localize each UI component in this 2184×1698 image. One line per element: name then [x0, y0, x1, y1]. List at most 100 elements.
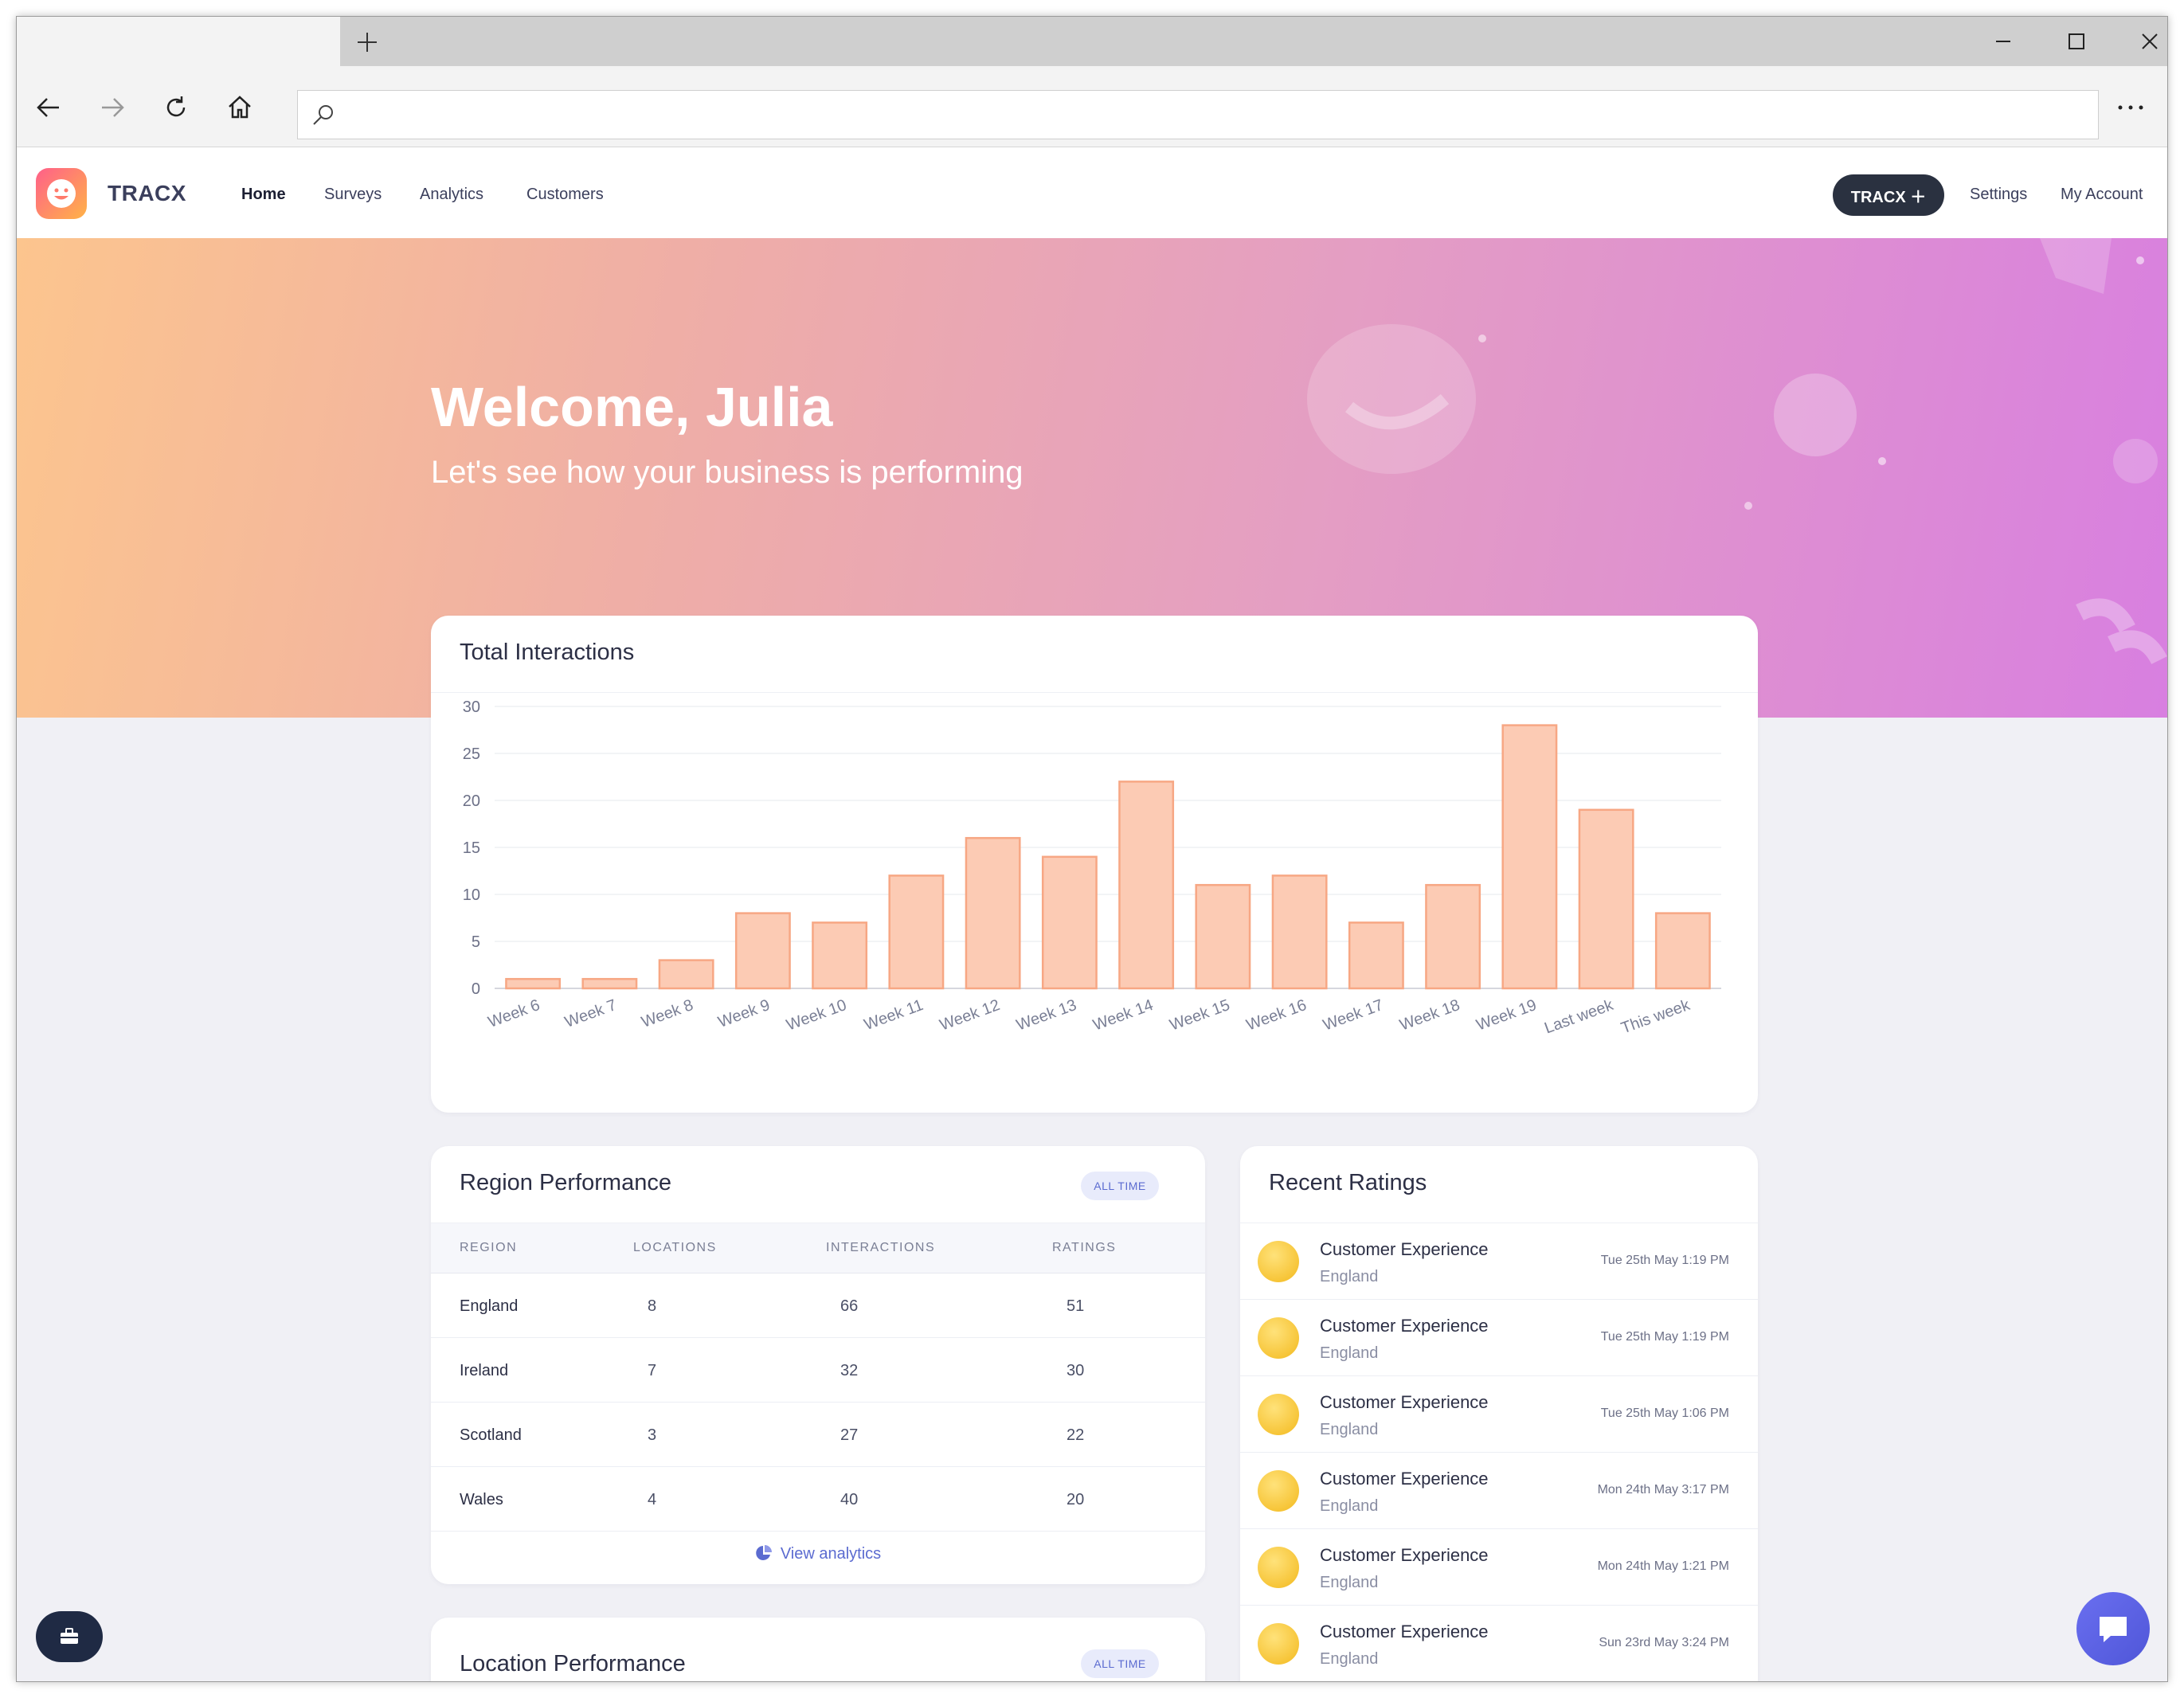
cell-interactions: 27 — [840, 1426, 859, 1444]
cell-interactions: 40 — [840, 1491, 859, 1508]
nav-surveys[interactable]: Surveys — [324, 186, 382, 203]
y-tick-label: 30 — [463, 698, 480, 716]
more-menu-button[interactable] — [2108, 85, 2153, 130]
rating-item[interactable]: Customer Experience England Sun 23rd May… — [1240, 1606, 1758, 1681]
x-tick-label: Week 14 — [1090, 996, 1155, 1035]
plus-icon — [358, 33, 377, 52]
cell-locations: 4 — [648, 1491, 657, 1508]
x-tick-label: Week 12 — [937, 996, 1002, 1035]
card-title: Total Interactions — [460, 640, 635, 665]
brand-name[interactable]: TRACX — [108, 181, 186, 205]
nav-settings[interactable]: Settings — [1970, 186, 2028, 203]
rating-item[interactable]: Customer Experience England Tue 25th May… — [1240, 1376, 1758, 1453]
nav-customers[interactable]: Customers — [526, 186, 604, 203]
table-row[interactable]: England 8 66 51 — [431, 1274, 1205, 1338]
rating-item[interactable]: Customer Experience England Tue 25th May… — [1240, 1300, 1758, 1376]
column-header[interactable]: INTERACTIONS — [826, 1241, 936, 1254]
time-range-badge[interactable]: ALL TIME — [1081, 1649, 1159, 1678]
refresh-button[interactable] — [154, 85, 198, 130]
recent-ratings-card: Recent Ratings Customer Experience Engla… — [1240, 1146, 1758, 1681]
bar — [1118, 781, 1175, 990]
rating-time: Sun 23rd May 3:24 PM — [1599, 1636, 1729, 1649]
chat-support-button[interactable] — [2076, 1592, 2150, 1665]
x-tick-label: Week 17 — [1321, 996, 1385, 1035]
refresh-icon — [166, 96, 186, 117]
x-tick-label: Week 9 — [716, 996, 773, 1031]
more-dots-icon — [2118, 105, 2143, 110]
bar — [1578, 808, 1634, 990]
tracx-add-button[interactable]: TRACX ＋ — [1833, 174, 1944, 216]
decorative-dot — [1744, 502, 1752, 510]
total-interactions-card: Total Interactions 0 5 10 15 20 25 30 Week 6 Wee… — [431, 616, 1758, 1113]
view-analytics-label: View analytics — [780, 1545, 882, 1563]
table-row[interactable]: Ireland 7 32 30 — [431, 1338, 1205, 1403]
nav-my-account[interactable]: My Account — [2061, 186, 2143, 203]
browser-window: TRACX Home Surveys Analytics Customers T… — [16, 16, 2168, 1682]
arrow-right-icon — [102, 98, 124, 117]
rating-item[interactable]: Customer Experience England Mon 24th May… — [1240, 1453, 1758, 1529]
time-range-badge[interactable]: ALL TIME — [1081, 1172, 1159, 1200]
bar — [1425, 883, 1481, 990]
tracx-logo[interactable] — [36, 168, 87, 219]
happy-face-icon — [1258, 1547, 1299, 1588]
x-tick-label: This week — [1618, 996, 1693, 1038]
arrow-left-icon — [37, 98, 59, 117]
column-header[interactable]: REGION — [460, 1241, 518, 1254]
welcome-title: Welcome, Julia — [431, 376, 833, 438]
y-tick-label: 25 — [463, 745, 480, 763]
bar — [1501, 724, 1558, 990]
rating-item[interactable]: Customer Experience England Mon 24th May… — [1240, 1529, 1758, 1606]
forward-button[interactable] — [90, 85, 135, 130]
x-tick-label: Week 19 — [1474, 996, 1539, 1035]
column-header[interactable]: RATINGS — [1052, 1241, 1117, 1254]
decorative-laughing-face-icon — [1307, 324, 1486, 474]
new-tab-button[interactable] — [350, 25, 385, 60]
minimize-button[interactable] — [1967, 17, 2040, 66]
browser-tab[interactable] — [17, 17, 340, 66]
table-row[interactable]: Wales 4 40 20 — [431, 1467, 1205, 1532]
column-header[interactable]: LOCATIONS — [633, 1241, 717, 1254]
rating-time: Tue 25th May 1:19 PM — [1600, 1330, 1729, 1344]
tab-strip — [17, 17, 2167, 66]
minimize-icon — [1996, 41, 2010, 42]
back-button[interactable] — [26, 85, 71, 130]
rating-location: England — [1320, 1421, 1379, 1438]
bar — [965, 836, 1021, 990]
address-bar[interactable] — [297, 90, 2099, 139]
x-tick-label: Week 11 — [862, 996, 926, 1034]
toolbox-button[interactable] — [36, 1611, 103, 1662]
nav-home[interactable]: Home — [241, 186, 286, 203]
view-analytics-link[interactable]: View analytics — [431, 1544, 1205, 1563]
bar — [1654, 912, 1711, 990]
bar — [505, 977, 562, 990]
rating-location: England — [1320, 1650, 1379, 1668]
bar — [812, 921, 868, 990]
rating-location: England — [1320, 1268, 1379, 1285]
cell-interactions: 32 — [840, 1362, 859, 1379]
interactions-bar-chart: 0 5 10 15 20 25 30 Week 6 Week 7 Week 8 Week 9 Week… — [463, 698, 1721, 1038]
nav-analytics[interactable]: Analytics — [420, 186, 484, 203]
bar — [1348, 921, 1404, 990]
card-title: Location Performance — [460, 1651, 686, 1676]
decorative-pin-icon — [2040, 238, 2144, 294]
x-tick-label: Week 10 — [784, 996, 848, 1035]
rating-title: Customer Experience — [1320, 1622, 1489, 1641]
x-tick-label: Week 15 — [1168, 996, 1232, 1035]
y-tick-label: 0 — [472, 980, 480, 998]
rating-location: England — [1320, 1497, 1379, 1515]
rating-location: England — [1320, 1574, 1379, 1591]
maximize-button[interactable] — [2040, 17, 2113, 66]
x-tick-label: Week 16 — [1244, 996, 1309, 1035]
table-row[interactable]: Scotland 3 27 22 — [431, 1403, 1205, 1467]
home-button[interactable] — [217, 85, 262, 130]
divider — [431, 692, 1758, 693]
bar — [581, 977, 638, 990]
x-tick-label: Week 7 — [562, 996, 619, 1031]
rating-time: Tue 25th May 1:19 PM — [1600, 1254, 1729, 1267]
cell-locations: 7 — [648, 1362, 657, 1379]
happy-face-icon — [1258, 1241, 1299, 1282]
rating-item[interactable]: Customer Experience England Tue 25th May… — [1240, 1223, 1758, 1300]
cell-locations: 3 — [648, 1426, 657, 1444]
close-button[interactable] — [2113, 17, 2167, 66]
rating-title: Customer Experience — [1320, 1239, 1489, 1259]
